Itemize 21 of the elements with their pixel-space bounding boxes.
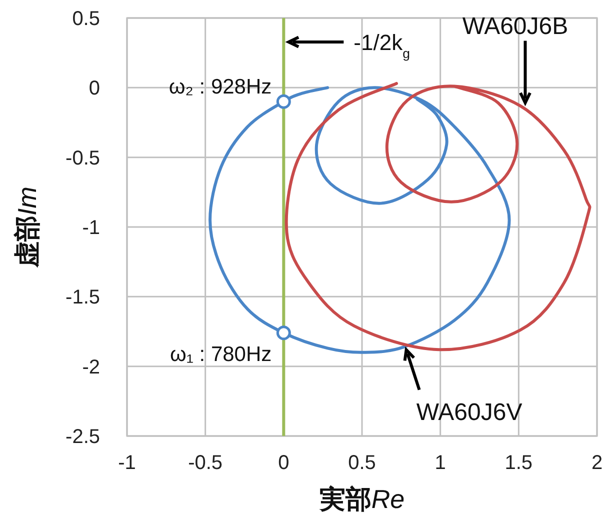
x-tick-label: 1.5 [504,452,533,474]
x-tick-label: 2 [591,452,603,474]
x-tick-label: -0.5 [188,452,223,474]
x-tick-label: -1 [118,452,136,474]
y-tick-label: -1 [82,217,100,239]
text: WA60J6V [416,398,522,426]
y-tick-label: -2.5 [66,426,100,448]
y-tick-label: -2 [82,356,100,378]
y-tick-label: 0.5 [72,8,100,30]
x-tick-label: 0 [278,452,290,474]
y-tick-label: 0 [88,78,100,100]
y-tick-label: -0.5 [66,147,100,170]
x-tick-label: 1 [434,452,446,474]
annotation: ω₂ : 928Hz [168,76,272,99]
y-axis-title: 虚部Im [12,186,42,268]
series-label: WA60J6B [462,12,568,40]
ref-line-label: -1/2k$_{g}$ [354,30,410,60]
annotation: ω₁ : 780Hz [170,342,272,366]
x-tick-label: 0.5 [348,452,376,474]
y-tick-label: -1.5 [66,286,100,309]
x-axis-title: 実部Re [318,484,405,514]
